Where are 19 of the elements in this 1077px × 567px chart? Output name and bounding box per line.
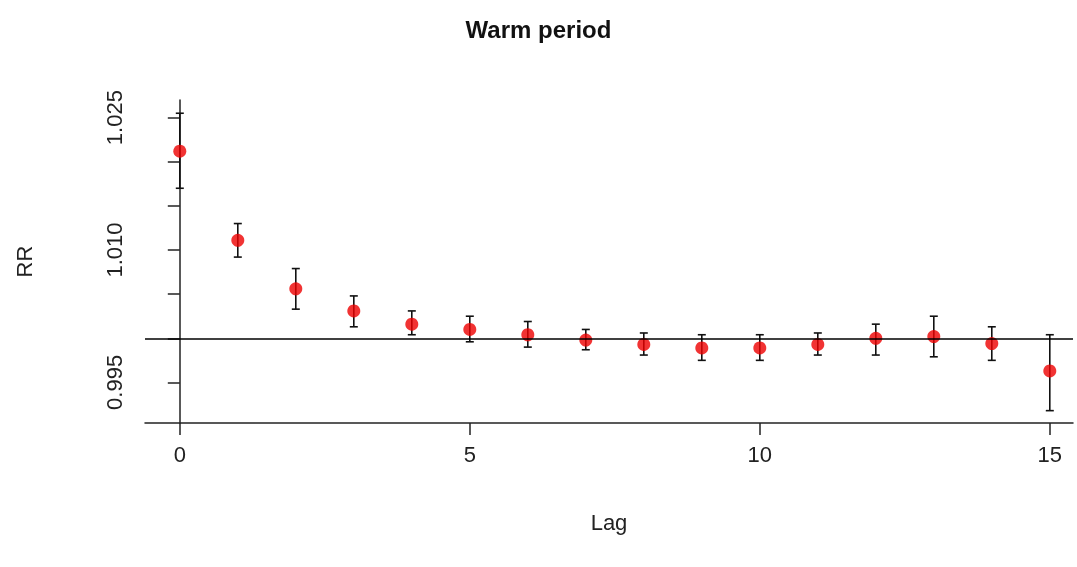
point	[463, 322, 477, 336]
x-axis-title: Lag	[590, 509, 628, 535]
y-axis-title: RR	[11, 245, 37, 278]
point	[753, 341, 767, 355]
point	[173, 144, 187, 158]
point	[1043, 364, 1057, 378]
point	[231, 233, 245, 247]
point	[405, 317, 419, 331]
x-tick-label: 15	[1037, 441, 1063, 467]
y-tick-label: 1.010	[101, 222, 127, 278]
y-tick-label: 0.995	[101, 354, 127, 410]
point	[695, 341, 709, 355]
point	[347, 304, 361, 318]
point	[289, 282, 303, 296]
x-tick-label: 0	[173, 441, 186, 467]
x-tick-label: 5	[463, 441, 476, 467]
x-tick-label: 10	[747, 441, 773, 467]
y-tick-label: 1.025	[101, 90, 127, 146]
chart-title: Warm period	[465, 15, 612, 43]
